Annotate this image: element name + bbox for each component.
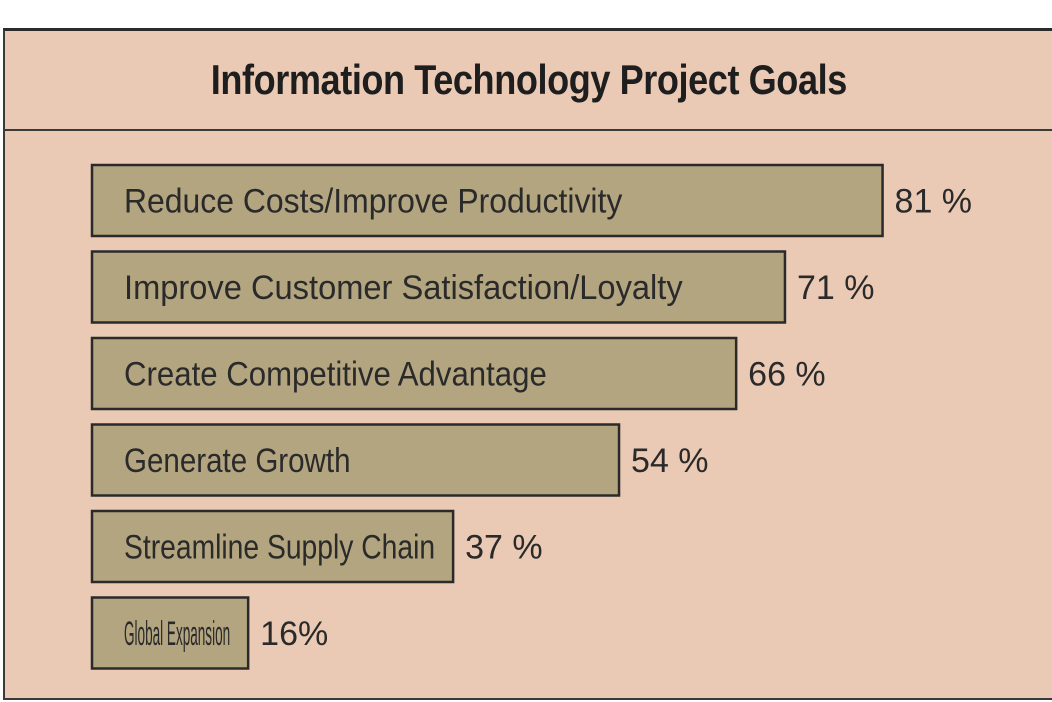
bar-group: Reduce Costs/Improve Productivity 81 % bbox=[90, 163, 973, 238]
bar-group: Improve Customer Satisfaction/Loyalty 71 … bbox=[90, 250, 875, 324]
bar-category-label: Streamline Supply Chain bbox=[124, 529, 435, 567]
bar-value-label: 37 % bbox=[465, 529, 543, 567]
chart-title: Information Technology Project Goals bbox=[210, 56, 847, 103]
bar-category-label: Create Competitive Advantage bbox=[124, 356, 547, 394]
bar bbox=[90, 250, 787, 324]
bar-value-label: 66 % bbox=[748, 356, 826, 394]
bar-value-label: 81 % bbox=[895, 183, 973, 221]
bar bbox=[90, 336, 738, 411]
bar-group: Streamline Supply Chain 37 % bbox=[90, 509, 543, 584]
bar-category-label: Generate Growth bbox=[124, 442, 351, 480]
bar-value-label: 71 % bbox=[797, 269, 875, 307]
bar-value-label: 16% bbox=[260, 615, 328, 653]
bar-group: Create Competitive Advantage 66 % bbox=[90, 336, 826, 411]
title-bar: Information Technology Project Goals bbox=[5, 31, 1052, 131]
bar bbox=[90, 596, 250, 670]
bar bbox=[90, 423, 621, 497]
bar bbox=[90, 163, 884, 238]
bar-group: Global Expansion 16% bbox=[90, 596, 328, 670]
bar-category-label: Improve Customer Satisfaction/Loyalty bbox=[124, 269, 683, 307]
bar-category-label: Global Expansion bbox=[124, 615, 230, 653]
bar-value-label: 54 % bbox=[631, 442, 709, 480]
bar bbox=[90, 509, 455, 584]
bar-category-label: Reduce Costs/Improve Productivity bbox=[124, 183, 622, 221]
bar-group: Generate Growth 54 % bbox=[90, 423, 709, 497]
